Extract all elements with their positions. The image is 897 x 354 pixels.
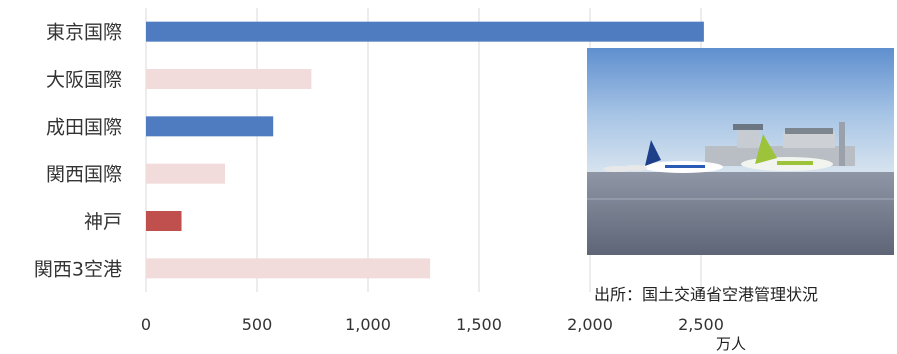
bar: [146, 21, 704, 42]
bar: [146, 116, 274, 137]
x-tick-label: 0: [141, 315, 151, 334]
airport-photo: [587, 48, 894, 255]
category-label: 大阪国際: [46, 69, 122, 91]
bar: [146, 211, 182, 231]
x-tick-label: 1,500: [456, 315, 502, 334]
x-tick-label: 2,500: [678, 315, 724, 334]
category-label: 関西3空港: [34, 258, 122, 280]
x-tick-label: 1,000: [345, 315, 391, 334]
category-label: 関西国際: [46, 164, 122, 186]
bar: [146, 69, 312, 89]
x-tick-label: 2,000: [567, 315, 613, 334]
bar: [146, 163, 226, 184]
category-label: 東京国際: [46, 22, 122, 44]
category-label: 成田国際: [46, 116, 122, 138]
x-tick-labels: 0 500 1,000 1,500 2,000 2,500: [141, 315, 724, 334]
bars: [146, 21, 704, 279]
source-note: 出所：国土交通省空港管理状況: [594, 285, 819, 304]
category-label: 神戸: [84, 211, 122, 233]
bar: [146, 258, 431, 279]
x-axis-unit-label: 万人: [716, 335, 747, 353]
x-tick-label: 500: [242, 315, 273, 334]
